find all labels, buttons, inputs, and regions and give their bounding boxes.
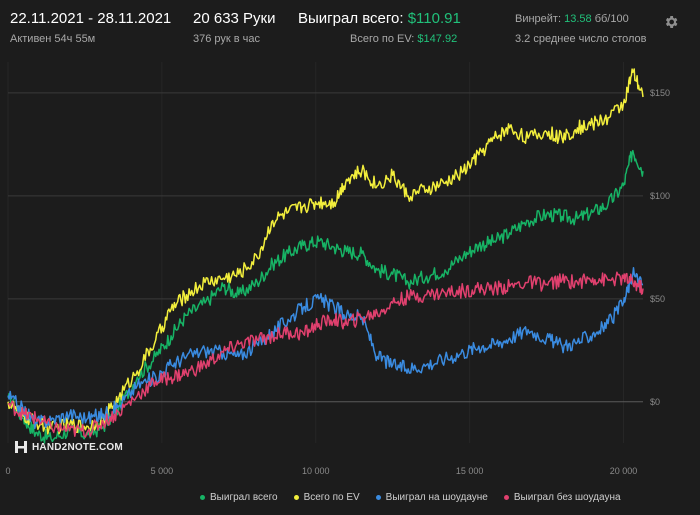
winrate-value: 13.58: [564, 13, 592, 25]
won-total-label: Выиграл всего:: [298, 10, 404, 27]
date-range: 22.11.2021 - 28.11.2021: [10, 10, 172, 27]
legend-item-ev[interactable]: Всего по EV: [293, 491, 360, 503]
ev-total: Всего по EV: $147.92: [350, 33, 457, 45]
legend-label-ev: Всего по EV: [303, 491, 360, 503]
legend-marker-ev: [293, 494, 299, 500]
legend-label-won: Выиграл всего: [210, 491, 278, 503]
x-tick-label: 20 000: [610, 466, 638, 476]
legend-item-showdown[interactable]: Выиграл на шоудауне: [375, 491, 488, 503]
winrate: Винрейт: 13.58 бб/100: [515, 13, 629, 25]
y-tick-label: $50: [650, 294, 665, 304]
won-total-value: $110.91: [407, 10, 461, 27]
logo-mark-icon: [15, 441, 27, 453]
chart-legend: Выиграл всего Всего по EV Выиграл на шоу…: [200, 488, 700, 506]
x-axis-ticks: 0 5 000 10 000 15 000 20 000: [5, 466, 637, 476]
winrate-suffix: бб/100: [594, 13, 629, 25]
legend-marker-won: [200, 494, 205, 500]
series-line-1: [7, 68, 644, 435]
legend-label-showdown: Выиграл на шоудауне: [385, 491, 488, 503]
stats-header: 22.11.2021 - 28.11.2021 Активен 54ч 55м …: [0, 0, 700, 60]
ev-total-label: Всего по EV:: [350, 33, 415, 45]
gear-icon[interactable]: [663, 14, 679, 30]
x-tick-label: 10 000: [302, 466, 330, 476]
legend-item-won[interactable]: Выиграл всего: [200, 492, 278, 503]
winrate-label: Винрейт:: [515, 13, 562, 25]
avg-tables: 3.2 среднее число столов: [515, 33, 647, 45]
series-line-3: [7, 271, 644, 438]
legend-label-non-showdown: Выиграл без шоудауна: [513, 491, 621, 503]
active-time: Активен 54ч 55м: [10, 33, 96, 45]
legend-item-non-showdown[interactable]: Выиграл без шоудауна: [503, 491, 621, 503]
logo-text: HAND2NOTE.COM: [32, 441, 123, 453]
y-axis-ticks: $0 $50 $100 $150: [650, 88, 670, 407]
legend-marker-non-showdown: [503, 494, 509, 500]
y-tick-label: $0: [650, 397, 660, 407]
x-tick-label: 5 000: [151, 466, 174, 476]
series-lines: [7, 68, 644, 444]
x-tick-label: 15 000: [456, 466, 484, 476]
hands-per-hour: 376 рук в час: [193, 33, 261, 45]
legend-marker-showdown: [375, 494, 381, 500]
y-tick-label: $100: [650, 191, 670, 201]
series-line-2: [7, 267, 644, 430]
hands-count: 20 633 Руки: [193, 10, 276, 27]
y-tick-label: $150: [650, 88, 670, 98]
ev-total-value: $147.92: [417, 33, 458, 45]
chart: $0 $50 $100 $150 0 5 000 10 000 15 000 20 000: [5, 62, 670, 476]
won-total: Выиграл всего: $110.91: [298, 10, 461, 27]
gridlines: [7, 62, 643, 443]
x-tick-label: 0: [5, 466, 10, 476]
hand2note-logo: HAND2NOTE.COM: [14, 440, 123, 454]
